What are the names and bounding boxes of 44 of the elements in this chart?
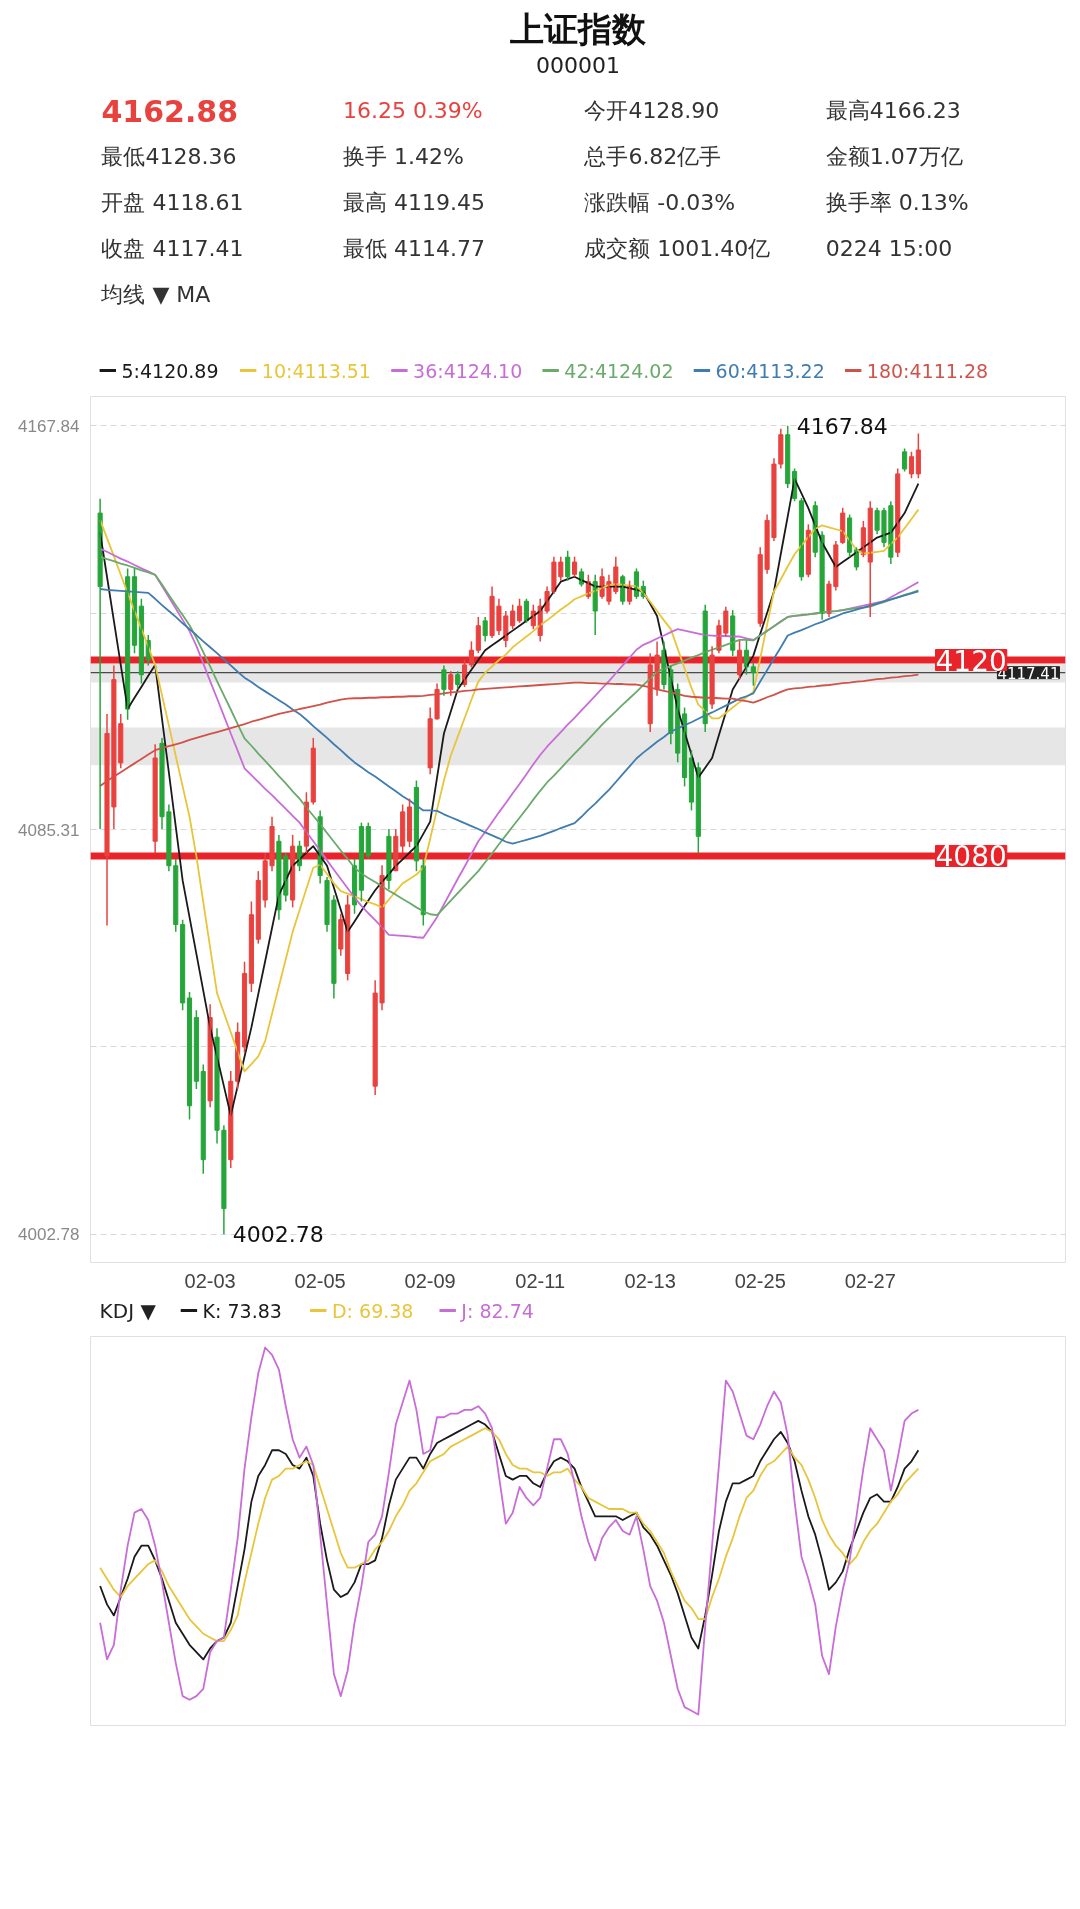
legend-label: 180:4111.28 [866,359,989,382]
line-series [99,588,920,845]
text: KDJ ▼ [99,1298,157,1323]
chart-title: 上证指数 [509,8,647,49]
y-tick-label: 4085.31 [18,820,80,840]
x-tick-label: 02-09 [404,1269,456,1292]
text: 换手 1.42% [342,144,464,169]
text: 今开4128.90 [584,98,720,123]
text: 开盘 4118.61 [101,190,244,215]
legend-label: 60:4113.22 [715,359,825,382]
y-tick-label: 4167.84 [18,416,80,436]
x-tick-label: 02-11 [515,1269,566,1292]
text: 均线 ▼ MA [100,282,211,307]
line-series [99,673,920,787]
ref-line-label: 4080 [935,840,1007,874]
text: 收盘 4117.41 [101,236,244,261]
text: 最高 4119.45 [342,190,485,215]
x-tick-label: 02-13 [624,1269,676,1292]
chart-subtitle: 000001 [536,52,620,78]
x-tick-label: 02-27 [844,1269,896,1292]
text: 金额1.07万亿 [825,144,963,169]
legend-label: 10:4113.51 [261,359,371,382]
legend-label: K: 73.83 [202,1299,282,1322]
text: 最低4128.36 [101,144,237,169]
legend-label: J: 82.74 [460,1299,534,1322]
text: 最低 4114.77 [342,236,485,261]
text: 换手率 0.13% [825,190,969,215]
annotation: 4002.78 [232,1222,324,1248]
legend-label: 42:4124.02 [564,359,674,382]
x-tick-label: 02-03 [184,1269,236,1292]
text: 16.25 0.39% [342,98,483,123]
annotation: 4167.84 [796,413,888,439]
text: 成交额 1001.40亿 [584,236,771,261]
y-tick-label: 4002.78 [18,1225,80,1245]
x-tick-label: 02-25 [734,1269,786,1292]
text: 涨跌幅 -0.03% [584,190,736,215]
text: 4162.88 [101,93,239,129]
legend-label: 5:4120.89 [121,359,219,382]
legend-label: 36:4124.10 [413,359,523,382]
legend-label: D: 69.38 [331,1299,414,1322]
x-tick-label: 02-05 [294,1269,346,1292]
text: 总手6.82亿手 [583,144,722,169]
text: 最高4166.23 [825,98,961,123]
text: 0224 15:00 [825,236,953,261]
